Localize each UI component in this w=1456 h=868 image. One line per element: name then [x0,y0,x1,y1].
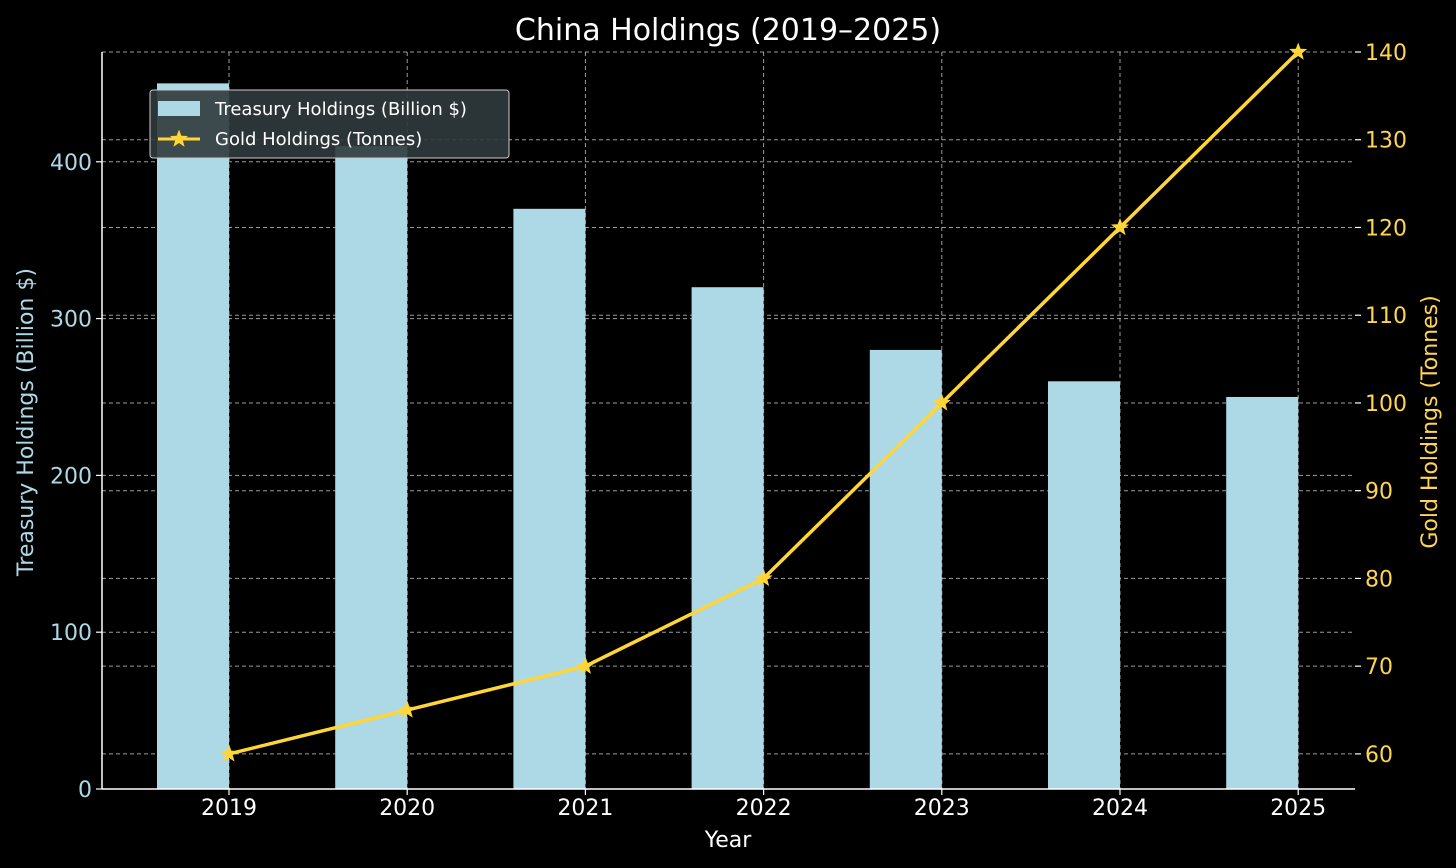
bar-2023 [869,349,942,789]
chart-title: China Holdings (2019–2025) [515,13,941,48]
bar-2024 [1048,381,1120,789]
x-tick-label-2019: 2019 [201,796,257,821]
treasury-bars [157,83,1299,790]
left-tick-label-100: 100 [50,621,92,646]
legend-treasury-swatch [158,101,200,116]
right-tick-label-90: 90 [1365,480,1393,505]
right-tick-label-110: 110 [1365,304,1407,329]
x-tick-label-2022: 2022 [736,796,792,821]
legend-gold-star-marker [169,129,189,147]
gold-marker-2023 [932,393,951,411]
legend: Treasury Holdings (Billion $) Gold Holdi… [149,89,510,159]
legend-gold-label: Gold Holdings (Tonnes) [215,129,422,150]
right-tick-label-130: 130 [1365,129,1407,154]
x-tick-label-2021: 2021 [557,796,613,821]
right-tick-label-100: 100 [1365,392,1407,417]
bar-2019 [157,83,229,790]
axes: 0 100 200 300 400 60 70 80 90 100 110 120 130 140 2019… [50,41,1407,821]
bar-2022 [691,287,764,789]
gold-marker-2025 [1289,42,1308,60]
x-tick-label-2024: 2024 [1092,796,1148,821]
bar-2021 [513,208,586,789]
vertical-grid-lines [228,52,1299,789]
gold-marker-2020 [398,700,417,718]
x-tick-label-2023: 2023 [914,796,970,821]
left-tick-label-0: 0 [78,778,92,803]
bar-2025 [1226,396,1299,789]
legend-box [149,89,510,159]
right-y-axis-label: Gold Holdings (Tonnes) [1418,295,1443,548]
right-tick-label-120: 120 [1365,216,1407,241]
right-tick-label-80: 80 [1365,567,1393,592]
bar-2020 [335,146,408,790]
left-tick-label-300: 300 [50,308,92,333]
left-y-axis-label: Treasury Holdings (Billion $) [14,268,39,577]
gold-marker-2024 [1110,217,1130,236]
gold-marker-2022 [754,568,773,587]
left-tick-label-200: 200 [50,464,92,489]
left-tick-label-400: 400 [50,151,92,176]
legend-treasury-label: Treasury Holdings (Billion $) [214,99,467,120]
gold-marker-2019 [219,744,239,762]
gold-marker-2021 [576,656,595,674]
right-tick-label-60: 60 [1365,743,1393,768]
right-tick-label-70: 70 [1365,655,1393,680]
x-axis-label: Year [704,828,753,853]
x-tick-label-2025: 2025 [1270,796,1326,821]
x-tick-label-2020: 2020 [379,796,435,821]
right-tick-label-140: 140 [1365,41,1407,66]
gold-line-series [219,42,1308,789]
